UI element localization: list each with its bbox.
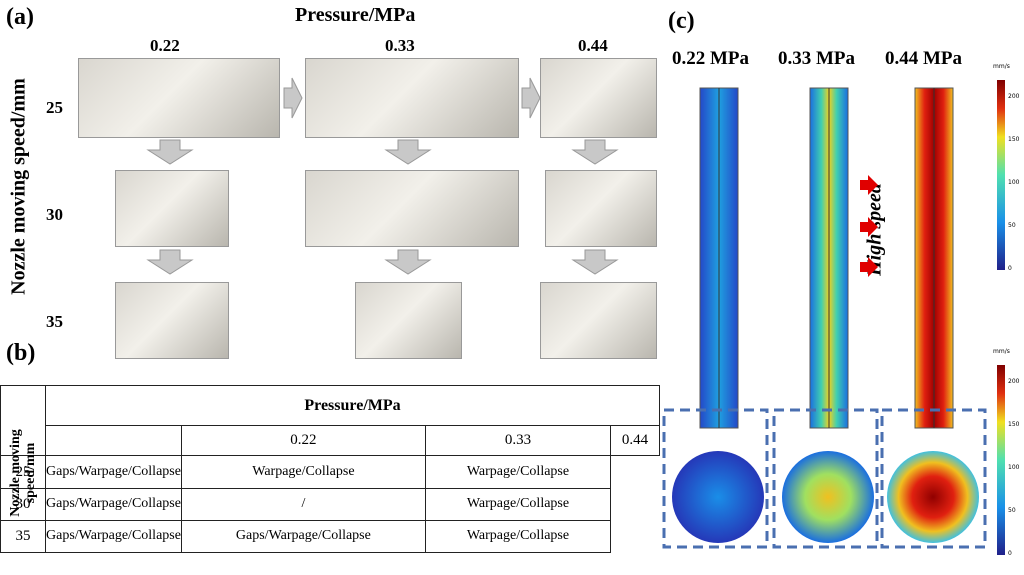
row-title: Nozzle moving speed/mm: [8, 429, 38, 517]
photo: [355, 282, 462, 359]
speed: 35: [46, 312, 63, 331]
sim-title: 0.44 MPa: [885, 48, 963, 69]
pressure: 0.33: [385, 36, 415, 55]
photo: [305, 170, 519, 247]
colorbar-unit: mm/s: [993, 348, 1010, 355]
colorbar-tick: 50: [1008, 222, 1016, 229]
cell: Warpage/Collapse: [424, 455, 612, 489]
colorbar-tick: 0: [1008, 550, 1012, 557]
cell: Gaps/Warpage/Collapse: [45, 519, 182, 554]
cell: /: [180, 487, 426, 521]
table-row: 35 Gaps/Warpage/Collapse Gaps/Warpage/Coll…: [0, 519, 660, 554]
colorbar-tick: 150: [1008, 421, 1020, 428]
photo: [545, 170, 657, 247]
sim-title: 0.22 MPa: [672, 48, 750, 69]
cell: Gaps/Warpage/Collapse: [45, 455, 182, 489]
sim-title: 0.33 MPa: [778, 48, 856, 69]
speed-cell: 35: [0, 519, 46, 554]
panel-label: (b): [6, 340, 36, 366]
cell: Gaps/Warpage/Collapse: [45, 487, 182, 521]
table-row: 30 Gaps/Warpage/Collapse / Warpage/Collapse: [0, 487, 660, 521]
simulation: mm/s 200 150 100 50 0 mm/s 200 150 100 50 0: [662, 63, 1020, 557]
colorbar-tick: 150: [1008, 136, 1020, 143]
photo: [540, 58, 657, 138]
blank-cell: [45, 425, 182, 457]
colorbar-tick: 0: [1008, 265, 1012, 272]
photo: [115, 170, 229, 247]
pressure: 0.44: [578, 36, 608, 55]
x-title: Pressure/MPa: [295, 4, 416, 26]
colorbar-tick: 100: [1008, 464, 1020, 471]
photo: [305, 58, 519, 138]
col-header: 0.33: [424, 425, 612, 457]
photo: [115, 282, 229, 359]
colorbar-tick: 100: [1008, 179, 1020, 186]
cell: Gaps/Warpage/Collapse: [180, 519, 426, 554]
corner-cell: Nozzle moving speed/mm: [0, 384, 46, 517]
speed: 25: [46, 98, 63, 117]
cell: Warpage/Collapse: [424, 487, 612, 521]
cell: Warpage/Collapse: [180, 455, 426, 489]
col-header: 0.44: [610, 425, 660, 457]
table-row: 25 Gaps/Warpage/Collapse Warpage/Collapse W…: [0, 455, 660, 489]
col-header: 0.22: [180, 425, 426, 457]
colorbar-tick: 200: [1008, 93, 1020, 100]
cell: Warpage/Collapse: [424, 519, 612, 554]
arrows: [146, 77, 619, 275]
panel-label: (c): [668, 8, 695, 34]
colorbar-tick: 50: [1008, 507, 1016, 514]
colorbar-tick: 200: [1008, 378, 1020, 385]
speed-cell: 25: [0, 455, 46, 489]
photo: [78, 58, 280, 138]
panel-label: (a): [6, 4, 34, 30]
pressure: 0.22: [150, 36, 180, 55]
speed: 30: [46, 205, 63, 224]
photo: [540, 282, 657, 359]
group-header: Pressure/MPa: [45, 384, 660, 427]
table: Nozzle moving speed/mm Pressure/MPa 0.22…: [0, 384, 660, 554]
colorbar-unit: mm/s: [993, 63, 1010, 70]
